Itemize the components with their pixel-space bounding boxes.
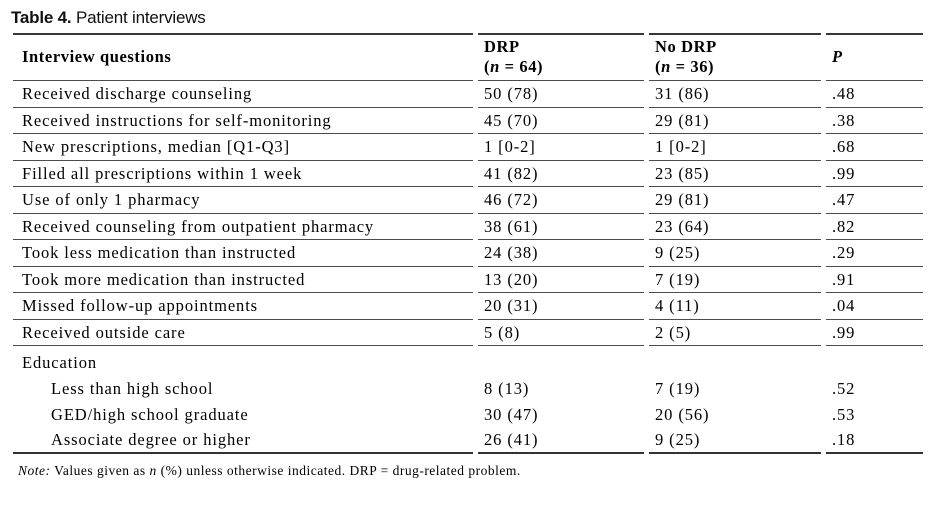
cell-no-drp: 7 (19)	[649, 267, 821, 294]
cell-p: .53	[832, 405, 856, 425]
cell-drp: 46 (72)	[478, 187, 644, 214]
row-label: Missed follow-up appointments	[13, 293, 473, 320]
row-label: Use of only 1 pharmacy	[13, 187, 473, 214]
cell-p: .38	[826, 108, 923, 135]
column-header-no-drp: No DRP (n = 36)	[649, 33, 821, 82]
cell-drp: 26 (41)	[478, 428, 644, 455]
section-row: Education	[13, 346, 923, 376]
patient-interviews-table: Interview questions DRP (n = 64) No DRP (n…	[8, 33, 928, 455]
cell-no-drp: 1 [0-2]	[649, 134, 821, 161]
column-header-questions: Interview questions	[13, 33, 473, 82]
table-title: Table 4. Patient interviews	[8, 0, 928, 33]
cell-no-drp	[649, 346, 821, 376]
cell-p: .99	[826, 320, 923, 347]
note-text-after: (%) unless otherwise indicated. DRP = dr…	[156, 463, 521, 479]
table-body: Received discharge counseling 50 (78) 31 (…	[13, 81, 923, 455]
row-label: Associate degree or higher	[13, 428, 473, 455]
note-n-italic: n	[149, 463, 157, 479]
cell-drp: 41 (82)	[478, 161, 644, 188]
cell-p: .52	[832, 379, 856, 399]
table-container: Table 4. Patient interviews Interview qu…	[8, 0, 928, 479]
column-header-drp: DRP (n = 64)	[478, 33, 644, 82]
cell-p: .68	[826, 134, 923, 161]
table-row: Received instructions for self-monitorin…	[13, 108, 923, 135]
table-title-text: Patient interviews	[71, 8, 206, 27]
table-row: GED/high school graduate 30 (47) 20 (56) .5…	[13, 402, 923, 428]
cell-p: .91	[826, 267, 923, 294]
cell-no-drp: 29 (81)	[649, 108, 821, 135]
row-label: Filled all prescriptions within 1 week	[13, 161, 473, 188]
cell-no-drp: 9 (25)	[649, 428, 821, 455]
table-header: Interview questions DRP (n = 64) No DRP (n…	[13, 33, 923, 82]
table-row: Took less medication than instructed 24 (…	[13, 240, 923, 267]
cell-no-drp: 31 (86)	[649, 81, 821, 108]
table-note: Note: Values given as n (%) unless other…	[18, 463, 928, 479]
table-row: Use of only 1 pharmacy 46 (72) 29 (81) .47	[13, 187, 923, 214]
p-label: P	[832, 47, 843, 67]
table-row: New prescriptions, median [Q1-Q3] 1 [0-2]…	[13, 134, 923, 161]
row-label: Took less medication than instructed	[13, 240, 473, 267]
cell-drp: 5 (8)	[478, 320, 644, 347]
no-drp-label: No DRP	[655, 37, 717, 56]
cell-p: .47	[826, 187, 923, 214]
row-label: Less than high school	[51, 379, 214, 399]
header-row: Interview questions DRP (n = 64) No DRP (n…	[13, 33, 923, 82]
cell-drp: 1 [0-2]	[478, 134, 644, 161]
row-label: Received discharge counseling	[13, 81, 473, 108]
row-label: Took more medication than instructed	[13, 267, 473, 294]
table-row: Filled all prescriptions within 1 week 41…	[13, 161, 923, 188]
drp-n-rest: = 64)	[499, 57, 544, 77]
no-drp-n-rest: = 36)	[670, 57, 715, 77]
table-row: Received discharge counseling 50 (78) 31 (…	[13, 81, 923, 108]
note-label: Note:	[18, 463, 51, 479]
cell-drp: 30 (47)	[484, 405, 539, 425]
cell-p: .48	[826, 81, 923, 108]
row-label: Received outside care	[13, 320, 473, 347]
row-label: GED/high school graduate	[51, 405, 249, 425]
table-title-number: Table 4.	[11, 8, 72, 27]
table-row: Received counseling from outpatient phar…	[13, 214, 923, 241]
cell-no-drp: 29 (81)	[649, 187, 821, 214]
column-header-p: P	[826, 33, 923, 82]
table-row: Less than high school 8 (13) 7 (19) .52	[13, 376, 923, 402]
drp-label: DRP	[484, 37, 520, 56]
note-text-before: Values given as	[50, 463, 150, 479]
cell-drp: 38 (61)	[478, 214, 644, 241]
table-row: Received outside care 5 (8) 2 (5) .99	[13, 320, 923, 347]
no-drp-n-italic: n	[661, 57, 671, 77]
cell-drp: 24 (38)	[478, 240, 644, 267]
cell-no-drp: 9 (25)	[649, 240, 821, 267]
cell-no-drp: 2 (5)	[649, 320, 821, 347]
cell-drp	[478, 346, 644, 376]
cell-p: .99	[826, 161, 923, 188]
cell-no-drp: 23 (64)	[649, 214, 821, 241]
cell-drp: 50 (78)	[478, 81, 644, 108]
cell-drp: 20 (31)	[478, 293, 644, 320]
cell-no-drp: 23 (85)	[649, 161, 821, 188]
cell-drp: 13 (20)	[478, 267, 644, 294]
table-row: Associate degree or higher 26 (41) 9 (25).…	[13, 428, 923, 455]
row-label: Education	[22, 353, 97, 373]
cell-p: .82	[826, 214, 923, 241]
cell-drp: 8 (13)	[484, 379, 530, 399]
no-drp-n-open: (	[655, 57, 662, 77]
cell-no-drp: 20 (56)	[655, 405, 710, 425]
cell-no-drp: 7 (19)	[655, 379, 701, 399]
table-row: Took more medication than instructed 13 (…	[13, 267, 923, 294]
cell-p: .29	[826, 240, 923, 267]
cell-p: .04	[826, 293, 923, 320]
drp-n-italic: n	[490, 57, 500, 77]
row-label: Received counseling from outpatient phar…	[13, 214, 473, 241]
cell-p	[826, 346, 923, 376]
drp-n-open: (	[484, 57, 491, 77]
cell-drp: 45 (70)	[478, 108, 644, 135]
row-label: Received instructions for self-monitorin…	[13, 108, 473, 135]
table-row: Missed follow-up appointments 20 (31) 4 (1…	[13, 293, 923, 320]
row-label: New prescriptions, median [Q1-Q3]	[13, 134, 473, 161]
cell-no-drp: 4 (11)	[649, 293, 821, 320]
cell-p: .18	[826, 428, 923, 455]
